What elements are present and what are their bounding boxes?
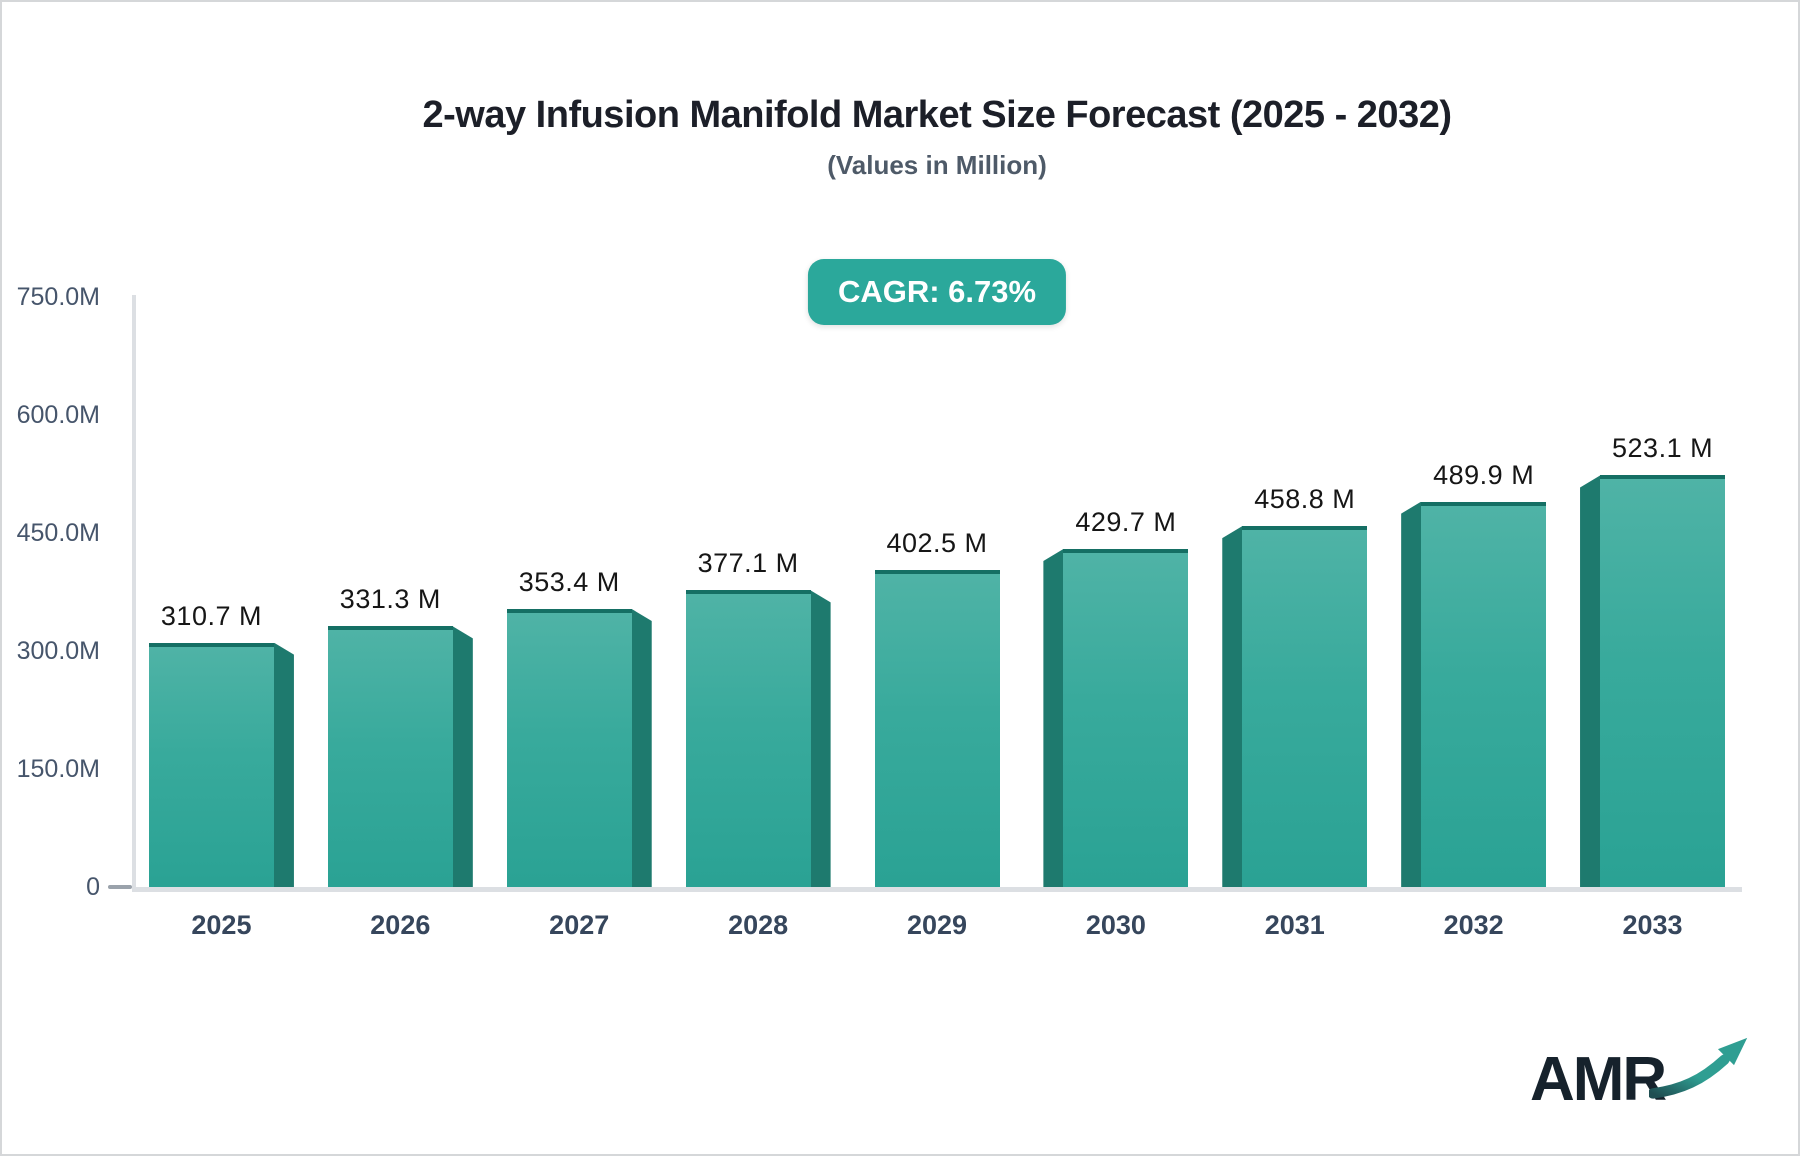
bar-side-face — [1401, 501, 1422, 887]
bar-side-face — [1043, 548, 1064, 887]
bar-value-label: 458.8 M — [1254, 484, 1356, 515]
zero-tick-mark — [108, 885, 132, 889]
bar-value-label: 402.5 M — [886, 528, 988, 559]
bar-side-face — [452, 626, 473, 887]
chart-title: 2-way Infusion Manifold Market Size Fore… — [422, 94, 1453, 136]
x-tick-label: 2027 — [549, 910, 610, 940]
bar-value-label: 310.7 M — [160, 600, 262, 631]
bar-value-label: 377.1 M — [697, 548, 799, 579]
bar-2028 — [685, 590, 811, 887]
bar-2033 — [1600, 475, 1726, 887]
bar-2027 — [506, 608, 632, 887]
bar-value-label: 523.1 M — [1612, 433, 1714, 464]
x-tick-label: 2030 — [1085, 910, 1146, 940]
x-tick-label: 2033 — [1622, 910, 1683, 940]
bar-side-face — [273, 642, 294, 887]
amr-logo-text: AMR — [1530, 1044, 1667, 1114]
y-axis-line — [132, 295, 136, 892]
x-tick-label: 2031 — [1264, 910, 1325, 940]
x-tick-label: 2032 — [1443, 910, 1504, 940]
bar-side-face — [631, 608, 652, 887]
bar-2031 — [1242, 526, 1368, 887]
bar-2029 — [874, 570, 1000, 887]
bar-value-label: 353.4 M — [518, 566, 620, 597]
bar-2025 — [148, 642, 274, 887]
x-tick-label: 2028 — [728, 910, 789, 940]
y-tick-label: 150.0M — [16, 755, 100, 783]
bar-side-face — [810, 590, 831, 887]
cagr-badge: CAGR: 6.73% — [807, 259, 1067, 325]
bar-value-label: 429.7 M — [1075, 506, 1177, 537]
bar-2032 — [1421, 501, 1547, 887]
x-axis-line — [132, 887, 1742, 892]
chart-subtitle: (Values in Million) — [827, 150, 1047, 180]
bar-value-label: 489.9 M — [1433, 459, 1535, 490]
y-tick-label: 750.0M — [16, 283, 100, 311]
y-tick-label: 0 — [86, 873, 100, 901]
bar-2026 — [327, 626, 453, 887]
y-tick-label: 300.0M — [16, 637, 100, 665]
bar-2030 — [1063, 548, 1189, 887]
x-tick-label: 2026 — [370, 910, 431, 940]
y-tick-label: 450.0M — [16, 519, 100, 547]
x-tick-label: 2025 — [191, 910, 252, 940]
x-tick-label: 2029 — [906, 910, 968, 940]
growth-arrow-icon — [1647, 1035, 1753, 1106]
bar-side-face — [1580, 475, 1601, 887]
bar-side-face — [1222, 526, 1243, 887]
bar-value-label: 331.3 M — [339, 584, 441, 615]
y-tick-label: 600.0M — [16, 401, 100, 429]
amr-logo: AMR — [1530, 1035, 1753, 1114]
